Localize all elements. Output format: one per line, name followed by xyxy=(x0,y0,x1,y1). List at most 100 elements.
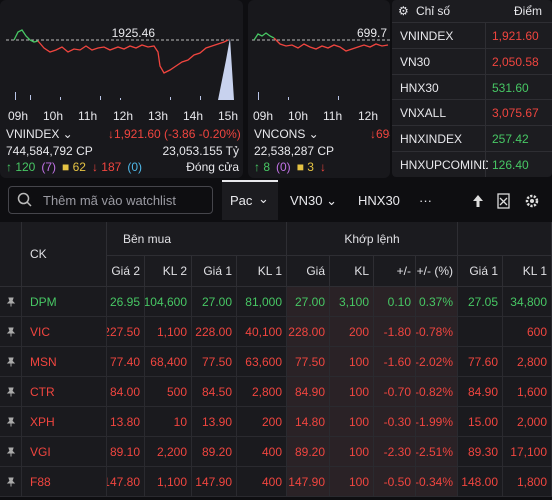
index-value: 1,921.60 xyxy=(492,29,539,43)
price-cell: 100 xyxy=(330,437,374,467)
advancers: ↑ 8 xyxy=(254,160,271,174)
index-name[interactable]: VNCONS ⌄ xyxy=(254,127,319,141)
symbol-cell[interactable]: F88 xyxy=(22,467,107,497)
row-divider xyxy=(392,99,552,101)
column-divider xyxy=(485,73,486,100)
symbol-cell[interactable]: VIC xyxy=(22,317,107,347)
price-cell: 34,800 xyxy=(503,287,552,317)
pin-icon[interactable] xyxy=(0,437,22,467)
symbol-cell[interactable]: DPM xyxy=(22,287,107,317)
price-cell: 89.10 xyxy=(107,437,145,467)
price-cell: 13.80 xyxy=(107,407,145,437)
header-group xyxy=(458,222,552,256)
price-cell: 200 xyxy=(237,407,287,437)
price-cell: 89.20 xyxy=(192,437,237,467)
pin-icon[interactable] xyxy=(0,467,22,497)
price-cell: 84.00 xyxy=(107,377,145,407)
decliners: ↓ 187 xyxy=(91,160,122,174)
row-divider xyxy=(392,47,552,49)
toolbar-icons xyxy=(473,193,539,209)
tab[interactable]: ··· xyxy=(419,193,432,208)
price-cell: 84.90 xyxy=(287,377,330,407)
price-cell: 17,100 xyxy=(503,437,552,467)
column-divider xyxy=(485,22,486,48)
index-value: 257.42 xyxy=(492,132,529,147)
price-cell: 1,800 xyxy=(503,467,552,497)
price-cell: 228.00 xyxy=(287,317,330,347)
trade-value: 23,053.155 Tỷ xyxy=(162,144,239,158)
column-divider xyxy=(485,151,486,177)
pin xyxy=(6,447,15,456)
price-cell: -2.02% xyxy=(416,347,458,377)
column-divider xyxy=(485,47,486,74)
sparkline xyxy=(6,29,240,100)
index-card[interactable]: 699.7 09h 10h 11h 12h VNCONS ⌄ ↓694 22,538,287 … xyxy=(248,0,390,178)
price-cell: -1.99% xyxy=(416,407,458,437)
index-name[interactable]: VNXALL xyxy=(400,106,447,121)
excel-icon[interactable] xyxy=(497,193,510,209)
active-tab[interactable]: Pac ⌄ xyxy=(222,180,278,220)
index-name[interactable]: VNINDEX xyxy=(400,29,454,43)
symbol-cell[interactable]: XPH xyxy=(22,407,107,437)
price-cell: 147.90 xyxy=(287,467,330,497)
search-box[interactable]: Thêm mã vào watchlist xyxy=(8,186,213,214)
tab[interactable]: HNX30 xyxy=(358,193,400,208)
market-status: Đóng cửa xyxy=(186,160,239,174)
pin-icon[interactable] xyxy=(0,407,22,437)
gear-icon[interactable]: ⚙ xyxy=(398,4,409,18)
volume: 22,538,287 CP xyxy=(254,144,335,158)
time-label: 09h xyxy=(8,109,29,123)
column-divider xyxy=(485,99,486,126)
price-cell: 0.37% xyxy=(416,287,458,317)
reference-label: 1925.46 xyxy=(111,26,155,40)
price-cell: 148.00 xyxy=(458,467,503,497)
index-value: 126.40 xyxy=(492,158,529,172)
symbol-cell[interactable]: CTR xyxy=(22,377,107,407)
price-cell: -0.78% xyxy=(416,317,458,347)
row-divider xyxy=(392,151,552,152)
time-label: 09h xyxy=(253,109,274,123)
pin xyxy=(6,387,15,396)
price-cell: 200 xyxy=(330,317,374,347)
index-name[interactable]: HNXINDEX xyxy=(400,132,463,147)
tab[interactable]: VN30 ⌄ xyxy=(290,193,338,208)
time-label: 11h xyxy=(78,109,98,123)
price-cell: 100 xyxy=(330,467,374,497)
index-name[interactable]: VN30 xyxy=(400,54,431,69)
index-name[interactable]: VNINDEX ⌄ xyxy=(6,127,73,141)
column-header: Giá xyxy=(287,256,330,287)
pin-icon[interactable] xyxy=(0,317,22,347)
pin-icon[interactable] xyxy=(0,377,22,407)
price-cell: 27.00 xyxy=(287,287,330,317)
symbol-cell[interactable]: MSN xyxy=(22,347,107,377)
price-cell: 0.10 xyxy=(374,287,416,317)
index-change: ↓1,921.60 (-3.86 -0.20%) xyxy=(108,127,241,141)
sparkline xyxy=(252,32,390,100)
column-header: +/- xyxy=(374,256,416,287)
time-label: 10h xyxy=(288,109,309,123)
breadth-row: ↑ 120 (7) ■ 62 ↓ 187 (0) xyxy=(6,160,142,174)
price-cell: 40,100 xyxy=(237,317,287,347)
price-cell: 77.40 xyxy=(107,347,145,377)
price-cell xyxy=(458,317,503,347)
price-cell: 13.90 xyxy=(192,407,237,437)
index-name[interactable]: HNXUPCOMINDEX xyxy=(400,158,488,172)
price-cell: 27.00 xyxy=(192,287,237,317)
price-cell: 147.80 xyxy=(107,467,145,497)
pin-icon[interactable] xyxy=(0,347,22,377)
symbol-cell[interactable]: VGI xyxy=(22,437,107,467)
price-cell: 2,000 xyxy=(503,407,552,437)
upload-icon[interactable] xyxy=(473,195,483,207)
index-value: 2,050.58 xyxy=(492,54,539,69)
pin-icon[interactable] xyxy=(0,287,22,317)
price-cell: 3,100 xyxy=(330,287,374,317)
pin xyxy=(6,357,15,366)
price-cell: -2.30 xyxy=(374,437,416,467)
price-cell: 89.20 xyxy=(287,437,330,467)
index-card[interactable]: 1925.46 09h 10h 11h 12h 13h 14h 15h VNINDEX ⌄ ↓1,… xyxy=(0,0,243,178)
index-name[interactable]: HNX30 xyxy=(400,80,439,95)
index-value: 3,075.67 xyxy=(492,106,539,121)
settings-icon[interactable] xyxy=(525,194,539,208)
column-header: KL 1 xyxy=(503,256,552,287)
price-cell: -1.80 xyxy=(374,317,416,347)
